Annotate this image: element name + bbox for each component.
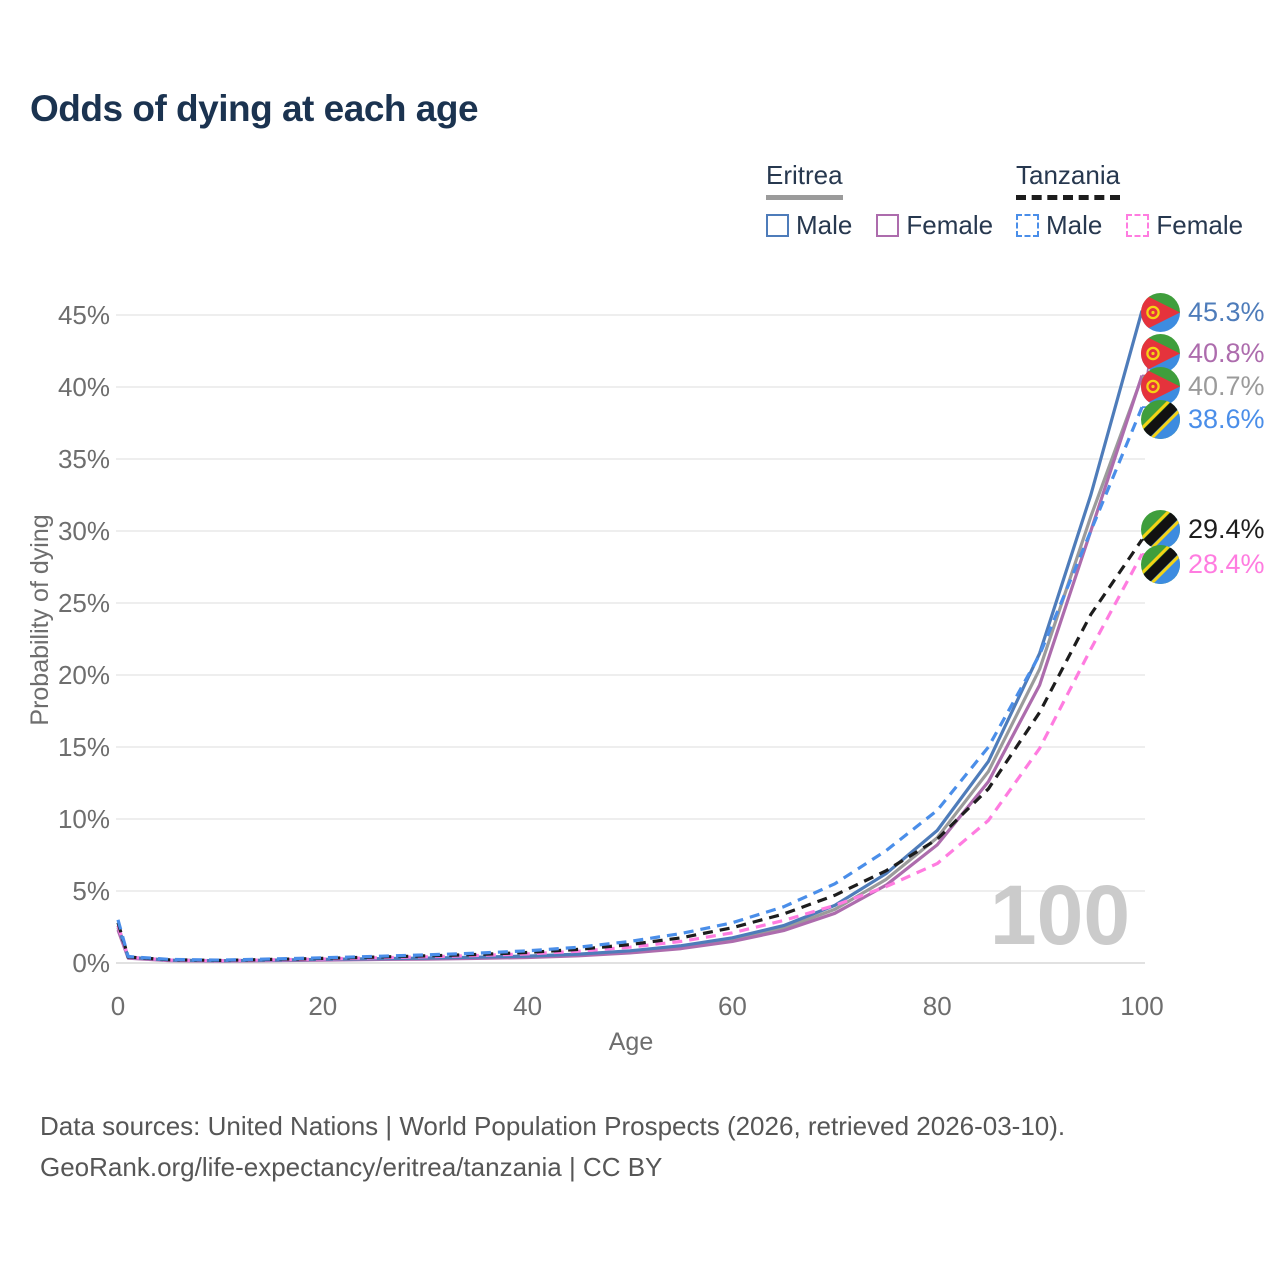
end-label-tanzania-female: 28.4% bbox=[1141, 544, 1265, 584]
x-tick-label: 60 bbox=[718, 991, 747, 1021]
legend-item-label: Female bbox=[1156, 210, 1244, 240]
legend-country-tanzania[interactable]: Tanzania bbox=[1016, 160, 1121, 200]
y-axis-title: Probability of dying bbox=[26, 514, 54, 725]
x-tick-label: 100 bbox=[1120, 991, 1163, 1021]
x-tick-label: 40 bbox=[513, 991, 542, 1021]
checkbox-icon[interactable] bbox=[876, 214, 900, 237]
x-tick-label: 0 bbox=[111, 991, 125, 1021]
tanzania-flag-icon bbox=[1141, 399, 1180, 439]
eritrea-flag-icon bbox=[1141, 333, 1180, 373]
y-tick-label: 45% bbox=[58, 300, 110, 330]
legend-item-label: Female bbox=[906, 210, 994, 240]
legend-item-tanzania-male[interactable]: Male bbox=[1016, 210, 1102, 241]
y-tick-label: 15% bbox=[58, 732, 110, 762]
checkbox-icon[interactable] bbox=[1126, 214, 1150, 237]
series-line-eritrea-male bbox=[116, 310, 1144, 963]
series-line-eritrea-female bbox=[116, 374, 1144, 963]
y-tick-label: 10% bbox=[58, 804, 110, 834]
y-tick-label: 20% bbox=[58, 660, 110, 690]
checkbox-icon[interactable] bbox=[1016, 214, 1039, 237]
checkbox-icon[interactable] bbox=[766, 214, 789, 237]
y-tick-label: 25% bbox=[58, 588, 110, 618]
series-line-tanzania-male bbox=[116, 406, 1144, 962]
y-tick-label: 5% bbox=[72, 876, 110, 906]
end-label-eritrea-female: 40.8% bbox=[1141, 333, 1265, 373]
end-label-tanzania-male: 38.6% bbox=[1141, 399, 1265, 439]
legend-item-label: Male bbox=[796, 210, 853, 240]
y-tick-label: 35% bbox=[58, 444, 110, 474]
series-line-tanzania-female bbox=[116, 553, 1144, 963]
end-label-eritrea-all: 40.7% bbox=[1141, 366, 1265, 406]
eritrea-flag-icon bbox=[1141, 292, 1180, 332]
x-tick-label: 80 bbox=[923, 991, 952, 1021]
attribution-footer: Data sources: United Nations | World Pop… bbox=[40, 1106, 1065, 1188]
tanzania-flag-icon bbox=[1141, 544, 1180, 584]
source-url-line: GeoRank.org/life-expectancy/eritrea/tanz… bbox=[40, 1152, 663, 1182]
eritrea-flag-icon bbox=[1141, 366, 1180, 406]
end-label-tanzania-all: 29.4% bbox=[1141, 509, 1265, 549]
tanzania-flag-icon bbox=[1141, 509, 1180, 549]
legend-item-tanzania-female[interactable]: Female bbox=[1126, 210, 1243, 241]
data-sources-line: Data sources: United Nations | World Pop… bbox=[40, 1111, 1066, 1141]
series-line-eritrea-all bbox=[116, 376, 1144, 963]
end-label-eritrea-male: 45.3% bbox=[1141, 292, 1265, 332]
legend-item-label: Male bbox=[1046, 210, 1103, 240]
legend-item-eritrea-male[interactable]: Male bbox=[766, 210, 852, 241]
x-tick-label: 20 bbox=[308, 991, 337, 1021]
legend-group-tanzania: Tanzania Male Female bbox=[1016, 160, 1243, 241]
legend-country-eritrea[interactable]: Eritrea bbox=[766, 160, 843, 200]
x-axis-title: Age bbox=[609, 1028, 653, 1056]
legend-item-eritrea-female[interactable]: Female bbox=[876, 210, 993, 241]
y-tick-label: 0% bbox=[72, 948, 110, 978]
y-tick-label: 40% bbox=[58, 372, 110, 402]
age-watermark: 100 bbox=[990, 868, 1130, 962]
chart-title: Odds of dying at each age bbox=[30, 88, 479, 129]
legend-group-eritrea: Eritrea Male Female bbox=[766, 160, 993, 241]
y-tick-label: 30% bbox=[58, 516, 110, 546]
